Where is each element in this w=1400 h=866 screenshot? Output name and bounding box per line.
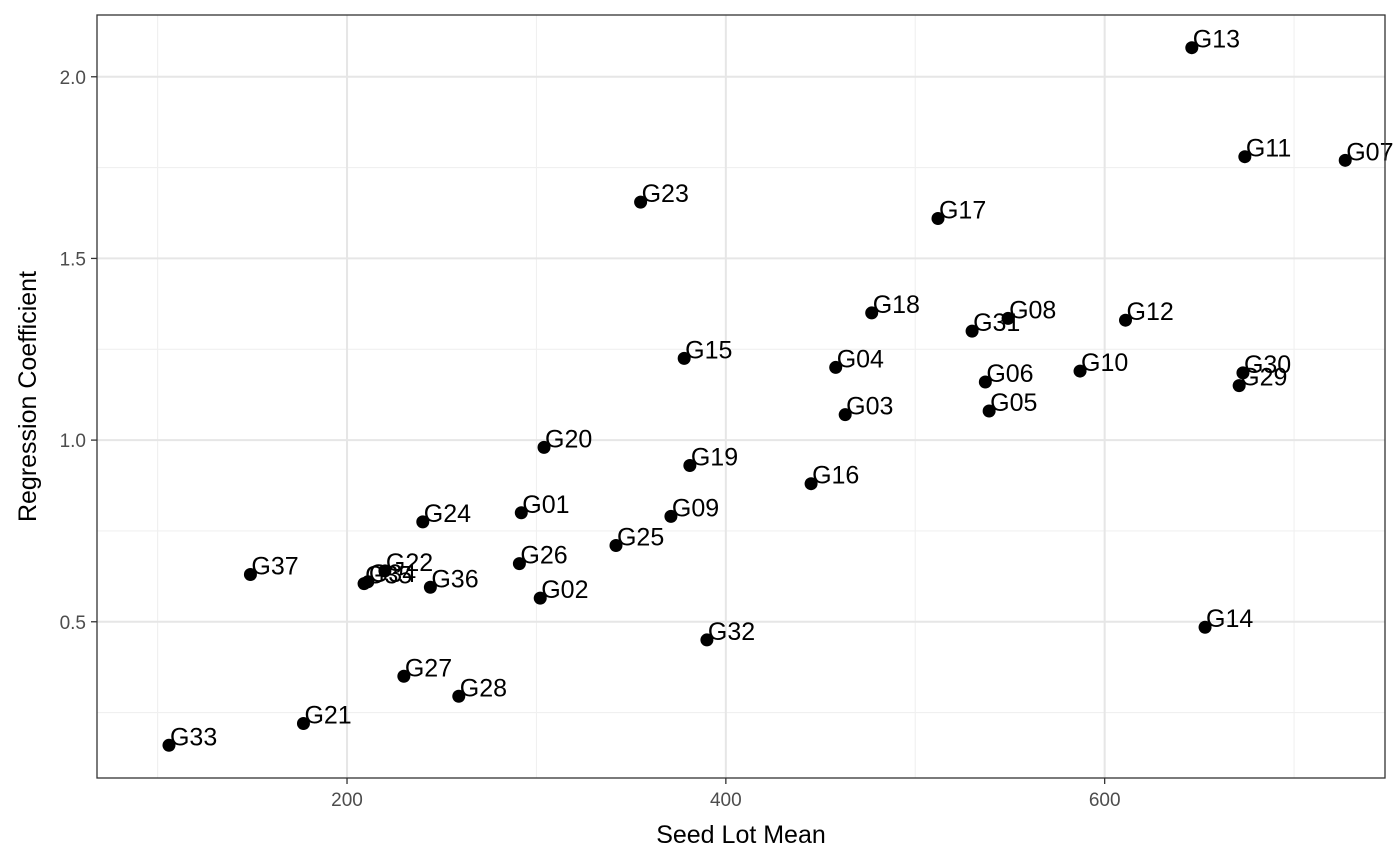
- y-tick-label: 1.0: [60, 431, 86, 452]
- point-label-g37: G37: [251, 553, 298, 581]
- scatter-point-g17: [931, 211, 945, 225]
- scatter-point-g37: [243, 568, 257, 582]
- point-label-g25: G25: [617, 523, 664, 551]
- scatter-point-g28: [452, 689, 466, 703]
- scatter-point-g29: [1232, 379, 1246, 393]
- point-label-g35: G35: [365, 562, 412, 590]
- scatter-point-g08: [1001, 311, 1015, 325]
- point-label-g01: G01: [522, 491, 569, 519]
- point-label-g03: G03: [846, 393, 893, 421]
- point-label-g12: G12: [1127, 298, 1174, 326]
- point-label-g30: G30: [1244, 351, 1291, 379]
- point-label-g06: G06: [986, 360, 1033, 388]
- point-label-g18: G18: [873, 291, 920, 319]
- point-label-g13: G13: [1193, 26, 1240, 54]
- point-label-g32: G32: [708, 618, 755, 646]
- scatter-point-g32: [700, 633, 714, 647]
- point-label-g31: G31: [973, 309, 1020, 337]
- scatter-point-g01: [514, 506, 528, 520]
- point-label-g05: G05: [990, 389, 1037, 417]
- point-label-g02: G02: [541, 576, 588, 604]
- scatter-point-g35: [357, 577, 371, 591]
- scatter-point-g10: [1073, 364, 1087, 378]
- scatter-point-g31: [965, 324, 979, 338]
- point-label-g09: G09: [672, 494, 719, 522]
- scatter-point-g02: [533, 591, 547, 605]
- y-tick-label: 1.5: [60, 249, 86, 270]
- scatter-point-g36: [423, 580, 437, 594]
- x-tick-label: 600: [1089, 790, 1121, 811]
- scatter-point-g33: [162, 738, 176, 752]
- point-label-g17: G17: [939, 196, 986, 224]
- point-label-g15: G15: [685, 336, 732, 364]
- scatter-point-g22: [378, 564, 392, 578]
- scatter-point-g07: [1338, 153, 1352, 167]
- y-tick-label: 0.5: [60, 613, 86, 634]
- point-label-g16: G16: [812, 462, 859, 490]
- point-label-g34: G34: [369, 560, 416, 588]
- x-axis-title: Seed Lot Mean: [656, 821, 826, 849]
- scatter-point-g16: [804, 477, 818, 491]
- point-label-g27: G27: [405, 654, 452, 682]
- scatter-point-g09: [664, 509, 678, 523]
- scatter-point-g14: [1198, 620, 1212, 634]
- y-tick-label: 2.0: [60, 68, 86, 89]
- scatter-point-g27: [397, 669, 411, 683]
- y-axis-title: Regression Coefficient: [14, 271, 42, 522]
- point-label-g19: G19: [691, 444, 738, 472]
- scatter-point-g03: [838, 408, 852, 422]
- scatter-point-g18: [865, 306, 879, 320]
- point-label-g29: G29: [1240, 364, 1287, 392]
- grid-lines: [97, 15, 1385, 778]
- scatter-point-g21: [296, 717, 310, 730]
- point-label-g07: G07: [1346, 138, 1393, 166]
- plot-panel-border: [96, 14, 1386, 779]
- point-label-g33: G33: [170, 723, 217, 751]
- point-label-g22: G22: [386, 549, 433, 577]
- point-label-g36: G36: [431, 565, 478, 593]
- x-tick-label: 400: [710, 790, 742, 811]
- scatter-point-g25: [609, 538, 623, 552]
- scatter-point-g06: [978, 375, 992, 389]
- scatter-point-g11: [1238, 150, 1252, 164]
- axis-ticks: 200 400 600 0.5 1.0 1.5 2.0: [60, 68, 1121, 811]
- scatter-point-g30: [1236, 366, 1250, 380]
- scatter-point-g12: [1119, 313, 1133, 327]
- point-label-g04: G04: [837, 345, 884, 373]
- point-label-g14: G14: [1206, 605, 1253, 633]
- point-label-g24: G24: [424, 500, 471, 528]
- scatter-point-g19: [683, 459, 697, 473]
- scatter-point-g04: [829, 360, 843, 374]
- scatter-point-g23: [634, 195, 648, 209]
- scatter-point-g15: [677, 351, 691, 365]
- point-label-g11: G11: [1246, 135, 1291, 163]
- scatter-point-g05: [982, 404, 996, 418]
- scatter-point-g20: [537, 440, 551, 454]
- scatter-point-g26: [512, 557, 526, 571]
- point-label-g20: G20: [545, 425, 592, 453]
- point-label-g08: G08: [1009, 296, 1056, 324]
- point-label-g28: G28: [460, 674, 507, 702]
- x-tick-label: 200: [331, 790, 363, 811]
- point-label-g10: G10: [1081, 349, 1128, 377]
- point-label-g23: G23: [642, 180, 689, 208]
- point-label-g21: G21: [304, 702, 351, 730]
- scatter-point-g13: [1185, 41, 1199, 55]
- scatter-point-g24: [416, 515, 430, 529]
- point-label-g26: G26: [520, 542, 567, 570]
